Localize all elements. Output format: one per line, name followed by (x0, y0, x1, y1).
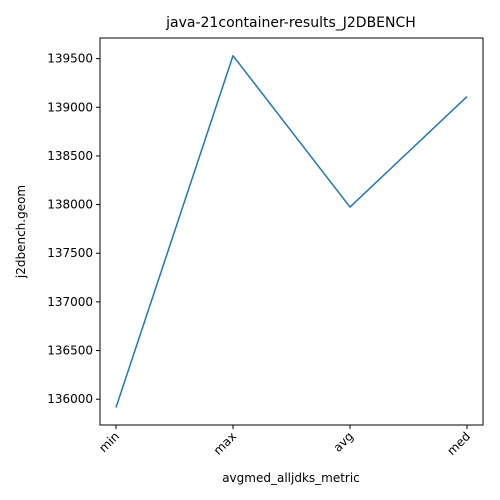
y-axis-label: j2dbench.geom (14, 185, 28, 279)
series-layer (115, 54, 468, 408)
plot-frame (99, 37, 484, 426)
y-tick-label: 137500 (47, 246, 93, 260)
y-tick-label: 139000 (47, 100, 93, 114)
x-axis-label: avgmed_alljdks_metric (222, 471, 360, 485)
y-tick-label: 136500 (47, 344, 93, 358)
y-tick-label: 139500 (47, 52, 93, 66)
series-line-0 (115, 54, 468, 408)
y-axis-ticks: 136000 136500 137000 137500 138000 138500 1390… (47, 52, 100, 406)
y-tick-label: 138000 (47, 198, 93, 212)
y-tick-label: 136000 (47, 392, 93, 406)
y-tick-label: 138500 (47, 149, 93, 163)
y-tick-label: 137000 (47, 295, 93, 309)
chart-title: java-21container-results_J2DBENCH (165, 15, 416, 31)
